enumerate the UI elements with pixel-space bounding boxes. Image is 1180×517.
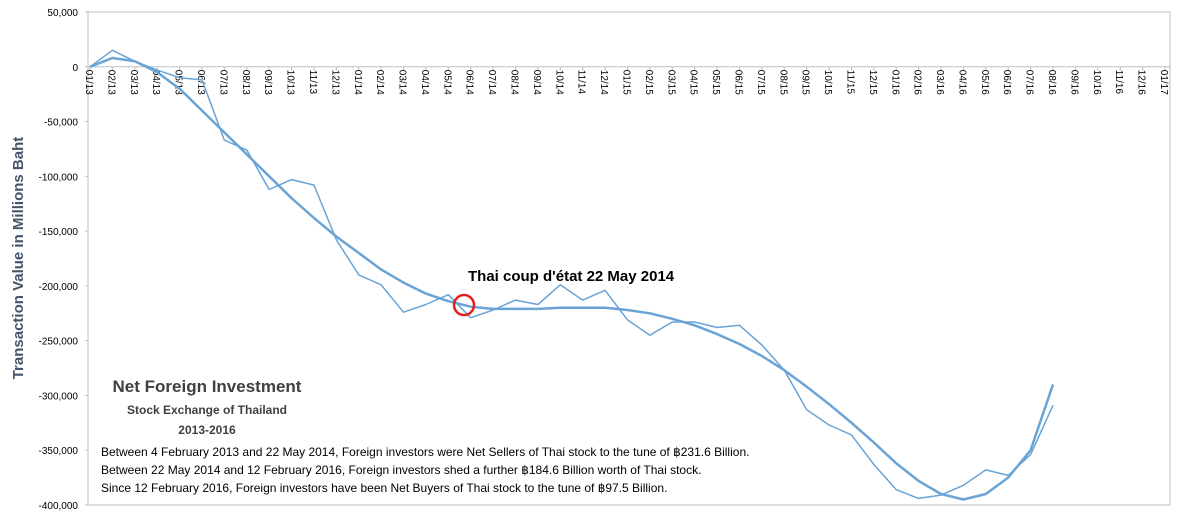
x-tick-label: 05/16 — [979, 70, 990, 95]
x-tick-label: 09/13 — [262, 70, 273, 95]
x-tick-label: 08/14 — [509, 70, 520, 95]
x-tick-label: 03/13 — [128, 70, 139, 95]
box-subtitle: Stock Exchange of Thailand — [127, 403, 287, 417]
x-tick-label: 01/13 — [83, 70, 94, 95]
x-tick-label: 12/14 — [598, 70, 609, 95]
box-period: 2013-2016 — [178, 423, 236, 437]
x-tick-label: 07/16 — [1024, 70, 1035, 95]
x-tick-label: 09/16 — [1068, 70, 1079, 95]
series-line — [89, 56, 1055, 501]
x-tick-label: 03/16 — [934, 70, 945, 95]
x-tick-label: 08/15 — [777, 70, 788, 95]
x-tick-label: 11/16 — [1113, 70, 1124, 95]
plot-frame — [87, 11, 1171, 506]
x-tick-label: 06/15 — [732, 70, 743, 95]
x-tick-label: 06/13 — [195, 70, 206, 95]
x-tick-label: 04/15 — [688, 70, 699, 95]
x-tick-label: 12/16 — [1136, 70, 1147, 95]
y-tick-label: -400,000 — [39, 501, 79, 512]
box-title: Net Foreign Investment — [113, 377, 302, 396]
note: Since 12 February 2016, Foreign investor… — [101, 481, 667, 495]
annotation-circle — [452, 293, 476, 317]
x-tick-label: 11/14 — [576, 70, 587, 95]
y-tick-label: -200,000 — [39, 282, 79, 293]
x-tick-label: 06/16 — [1001, 70, 1012, 95]
x-tick-label: 05/15 — [710, 70, 721, 95]
x-tick-label: 01/16 — [889, 70, 900, 95]
x-tick-label: 12/13 — [329, 70, 340, 95]
y-axis-label: Transaction Value in Millions Baht — [10, 137, 27, 380]
annotation: Thai coup d'état 22 May 2014 — [468, 268, 675, 285]
note: Between 4 February 2013 and 22 May 2014,… — [101, 445, 749, 459]
x-tick-label: 03/15 — [665, 70, 676, 95]
y-tick-label: -300,000 — [39, 391, 79, 402]
x-tick-label: 02/14 — [374, 70, 385, 95]
x-tick-label: 04/14 — [419, 70, 430, 95]
x-tick-label: 05/13 — [173, 70, 184, 95]
x-tick-label: 03/14 — [397, 70, 408, 95]
x-tick-label: 09/14 — [531, 70, 542, 95]
x-tick-label: 04/13 — [150, 70, 161, 95]
y-tick-label: 0 — [72, 63, 78, 74]
y-tick-label: -150,000 — [39, 227, 79, 238]
x-tick-label: 10/14 — [553, 70, 564, 95]
x-tick-label: 05/14 — [441, 70, 452, 95]
x-tick-label: 02/13 — [105, 70, 116, 95]
x-tick-label: 07/13 — [217, 70, 228, 95]
x-tick-label: 01/15 — [621, 70, 632, 95]
x-tick-label: 08/16 — [1046, 70, 1057, 95]
note: Between 22 May 2014 and 12 February 2016… — [101, 463, 701, 477]
x-tick-label: 11/15 — [844, 70, 855, 95]
y-tick-label: -100,000 — [39, 172, 79, 183]
x-tick-label: 01/14 — [352, 70, 363, 95]
x-tick-label: 10/16 — [1091, 70, 1102, 95]
x-tick-label: 06/14 — [464, 70, 475, 95]
x-tick-label: 07/14 — [486, 70, 497, 95]
x-tick-label: 12/15 — [867, 70, 878, 95]
y-tick-label: -350,000 — [39, 446, 79, 457]
x-tick-label: 08/13 — [240, 70, 251, 95]
x-tick-label: 01/17 — [1158, 70, 1169, 95]
y-tick-label: 50,000 — [47, 8, 78, 19]
y-tick-label: -250,000 — [39, 337, 79, 348]
x-tick-label: 07/15 — [755, 70, 766, 95]
x-tick-label: 10/13 — [285, 70, 296, 95]
x-tick-label: 02/15 — [643, 70, 654, 95]
x-tick-label: 10/15 — [822, 70, 833, 95]
y-tick-label: -50,000 — [44, 118, 78, 129]
x-tick-label: 11/13 — [307, 70, 318, 95]
x-tick-label: 04/16 — [956, 70, 967, 95]
x-tick-label: 09/15 — [800, 70, 811, 95]
x-tick-label: 02/16 — [912, 70, 923, 95]
